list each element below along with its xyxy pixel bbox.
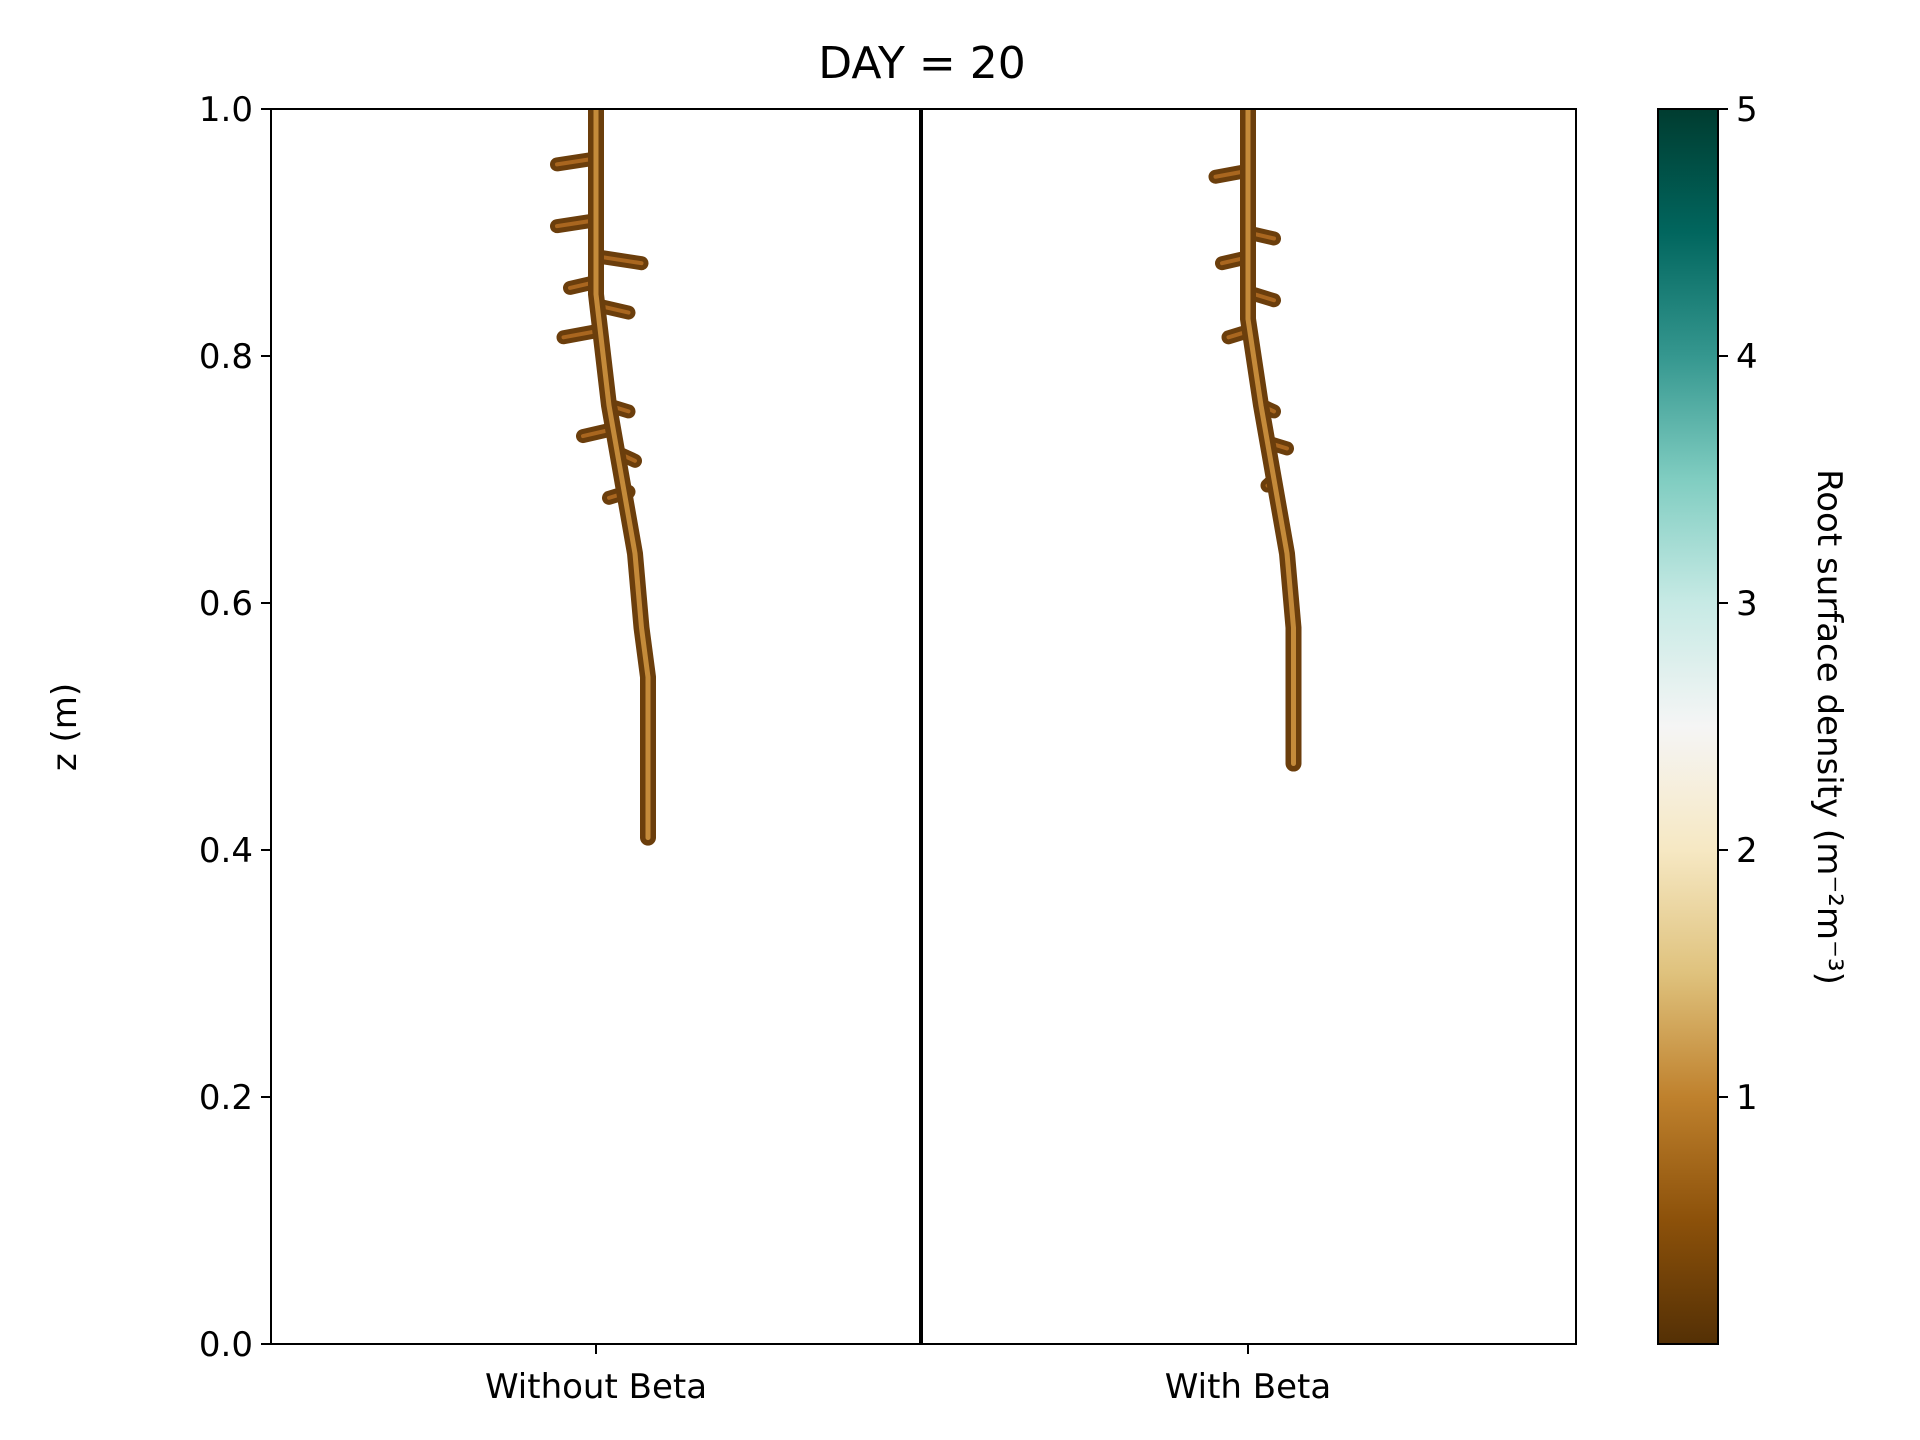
y-axis: 0.0 0.2 0.4 0.6 0.8 1.0 (199, 90, 271, 1365)
x-tick-label: Without Beta (485, 1367, 707, 1407)
y-axis-label: z (m) (45, 683, 85, 771)
lateral-root-core (600, 255, 644, 266)
x-axis: Without Beta With Beta (485, 1344, 1331, 1407)
chart-title: DAY = 20 (818, 38, 1026, 89)
lateral-root-core (1252, 292, 1276, 303)
y-tick-label: 0.0 (199, 1325, 253, 1365)
y-tick-label: 0.8 (199, 337, 253, 377)
y-tick-label: 0.6 (199, 584, 253, 624)
colorbar-tick-label: 3 (1736, 584, 1758, 624)
colorbar-scale (1657, 108, 1719, 1345)
colorbar-tick-label: 4 (1736, 337, 1758, 377)
plot-area (270, 108, 1577, 1345)
colorbar-tick-label: 1 (1736, 1078, 1758, 1118)
colorbar: 1 2 3 4 5 Root surface density (m⁻²m⁻³) (1657, 90, 1849, 1345)
colorbar-ticks: 1 2 3 4 5 (1718, 90, 1758, 1118)
lateral-root-core (561, 329, 598, 340)
root-image-without-beta (550, 109, 656, 846)
y-tick-label: 0.4 (199, 831, 253, 871)
lateral-root-core (581, 428, 611, 439)
colorbar-tick-label: 5 (1736, 90, 1758, 130)
colorbar-tick-label: 2 (1736, 831, 1758, 871)
taproot-core (593, 109, 651, 841)
colorbar-label: Root surface density (m⁻²m⁻³) (1809, 469, 1849, 985)
taproot-core (1245, 109, 1296, 767)
lateral-root-core (600, 304, 631, 315)
plot-background (271, 109, 1576, 1344)
x-tick-label: With Beta (1165, 1367, 1331, 1407)
y-tick-label: 0.2 (199, 1078, 253, 1118)
y-tick-label: 1.0 (199, 90, 253, 130)
root-image-with-beta (1208, 109, 1302, 772)
plot-frame (270, 108, 1577, 1345)
